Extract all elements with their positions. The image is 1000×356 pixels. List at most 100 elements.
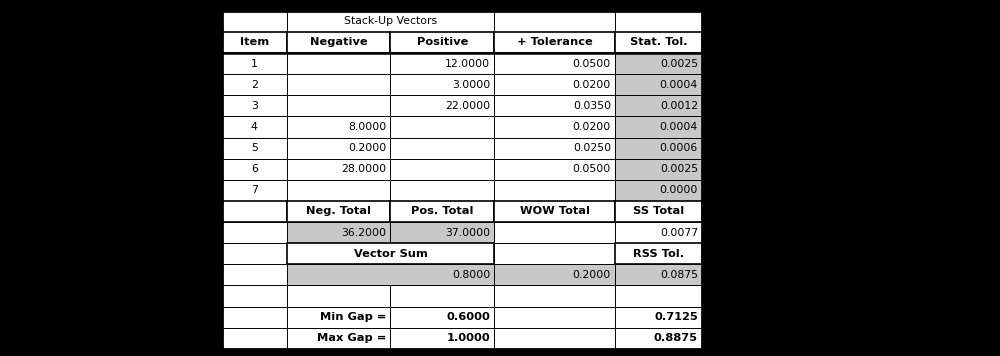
Text: 2: 2 <box>251 80 258 90</box>
Bar <box>222 11 702 349</box>
Bar <box>615 32 702 53</box>
Text: 0.0004: 0.0004 <box>660 80 698 90</box>
Text: Pos. Total: Pos. Total <box>411 206 474 216</box>
Bar <box>615 264 702 286</box>
Bar <box>287 74 390 95</box>
Text: 6: 6 <box>251 164 258 174</box>
Bar <box>222 11 287 32</box>
Bar <box>287 116 390 137</box>
Bar <box>222 328 287 349</box>
Bar <box>222 74 287 95</box>
Bar <box>494 95 615 116</box>
Bar <box>494 180 615 201</box>
Bar <box>287 137 390 159</box>
Bar <box>615 53 702 74</box>
Bar <box>287 95 390 116</box>
Bar <box>494 116 615 137</box>
Text: Vector Sum: Vector Sum <box>354 249 427 259</box>
Text: SS Total: SS Total <box>633 206 684 216</box>
Bar <box>494 53 615 74</box>
Bar <box>287 307 390 328</box>
Bar <box>222 95 287 116</box>
Bar <box>615 159 702 180</box>
Bar <box>494 11 615 32</box>
Bar <box>615 243 702 264</box>
Text: Stat. Tol.: Stat. Tol. <box>630 37 687 47</box>
Bar <box>494 159 615 180</box>
Bar <box>287 286 390 307</box>
Bar <box>615 74 702 95</box>
Bar <box>287 201 390 222</box>
Bar <box>494 307 615 328</box>
Bar <box>287 11 494 32</box>
Bar <box>222 286 287 307</box>
Bar <box>494 32 615 53</box>
Bar <box>287 328 390 349</box>
Bar <box>390 201 494 222</box>
Text: 0.0000: 0.0000 <box>660 185 698 195</box>
Bar <box>390 53 494 74</box>
Text: 5: 5 <box>251 143 258 153</box>
Text: 36.2000: 36.2000 <box>341 227 386 237</box>
Bar <box>222 264 287 286</box>
Bar <box>390 74 494 95</box>
Bar <box>222 11 287 32</box>
Text: 0.0500: 0.0500 <box>573 164 611 174</box>
Bar <box>222 222 287 243</box>
Bar <box>222 307 287 328</box>
Bar <box>222 137 287 159</box>
Bar <box>615 11 702 32</box>
Bar <box>222 243 287 264</box>
Bar <box>222 264 287 286</box>
Bar <box>615 53 702 74</box>
Bar <box>390 116 494 137</box>
Bar <box>222 74 287 95</box>
Bar <box>287 32 390 53</box>
Bar <box>390 286 494 307</box>
Bar <box>615 11 702 32</box>
Bar <box>494 137 615 159</box>
Text: 37.0000: 37.0000 <box>445 227 490 237</box>
Bar <box>287 116 390 137</box>
Bar <box>494 74 615 95</box>
Bar <box>287 286 390 307</box>
Bar <box>615 307 702 328</box>
Bar <box>222 95 287 116</box>
Text: 1: 1 <box>251 58 258 68</box>
Text: 0.0004: 0.0004 <box>660 122 698 132</box>
Bar <box>390 95 494 116</box>
Bar <box>615 74 702 95</box>
Text: 4: 4 <box>251 122 258 132</box>
Bar <box>222 159 287 180</box>
Bar <box>615 307 702 328</box>
Bar <box>494 264 615 286</box>
Text: 0.0200: 0.0200 <box>573 122 611 132</box>
Text: 0.8875: 0.8875 <box>654 333 698 343</box>
Bar <box>390 201 494 222</box>
Bar <box>287 201 390 222</box>
Bar <box>222 32 287 53</box>
Text: 0.8000: 0.8000 <box>452 270 490 280</box>
Text: RSS Tol.: RSS Tol. <box>633 249 684 259</box>
Bar <box>615 286 702 307</box>
Text: 22.0000: 22.0000 <box>445 101 490 111</box>
Bar <box>222 53 287 74</box>
Bar <box>615 328 702 349</box>
Bar <box>287 222 390 243</box>
Bar <box>390 328 494 349</box>
Bar <box>494 286 615 307</box>
Text: Item: Item <box>240 37 269 47</box>
Text: 0.0077: 0.0077 <box>660 227 698 237</box>
Bar <box>494 243 615 264</box>
Text: 12.0000: 12.0000 <box>445 58 490 68</box>
Bar <box>287 180 390 201</box>
Bar <box>494 264 615 286</box>
Bar <box>615 180 702 201</box>
Bar <box>390 222 494 243</box>
Bar <box>615 137 702 159</box>
Bar <box>494 243 615 264</box>
Bar <box>287 159 390 180</box>
Bar <box>494 286 615 307</box>
Bar <box>494 116 615 137</box>
Text: 8.0000: 8.0000 <box>348 122 386 132</box>
